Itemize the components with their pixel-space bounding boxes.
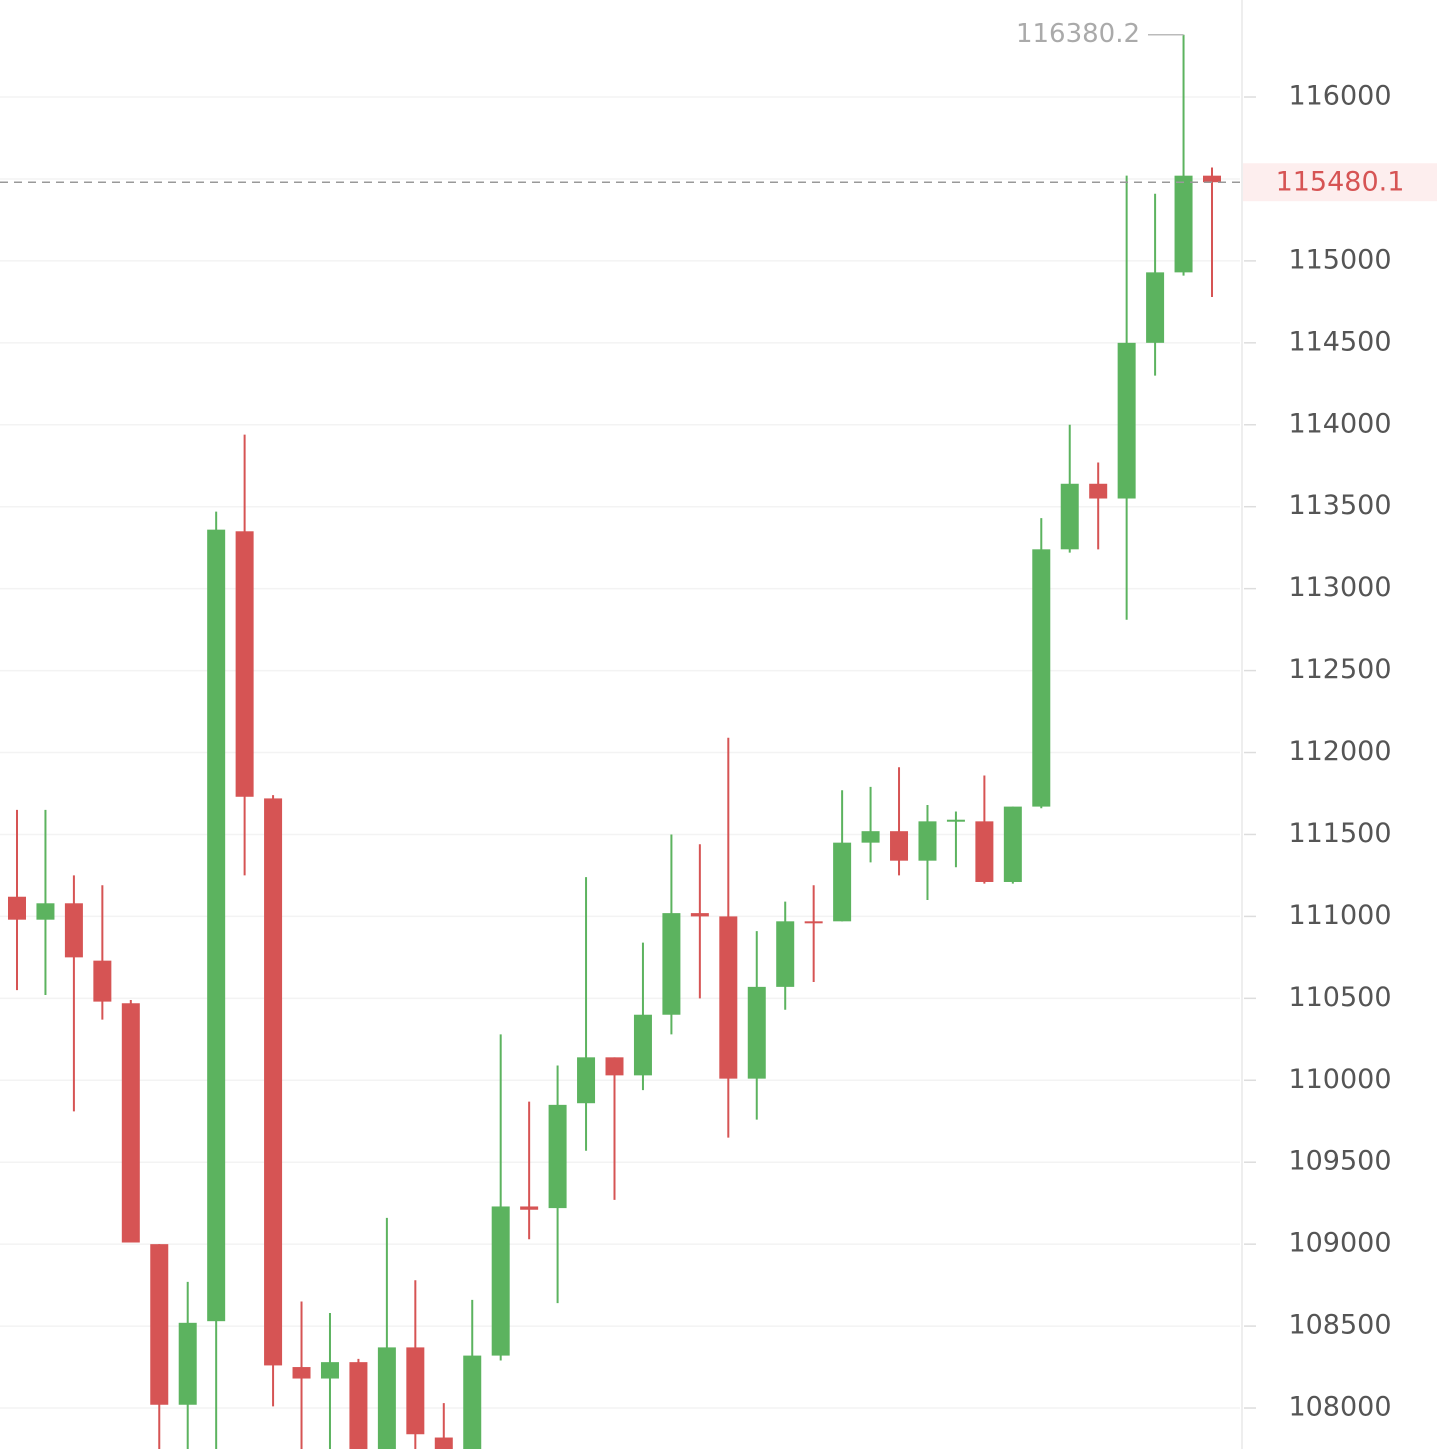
candles: [8, 34, 1221, 1449]
candle-body: [633, 1014, 652, 1076]
candle-body: [605, 1057, 624, 1076]
y-tick-label: 108500: [1288, 1310, 1391, 1341]
y-tick-label: 110000: [1288, 1064, 1391, 1095]
candle-body: [64, 903, 83, 958]
y-tick-label: 112500: [1288, 654, 1391, 685]
candle-body: [946, 819, 965, 822]
candle-body: [861, 831, 880, 843]
candle-body: [320, 1362, 339, 1379]
candle-body: [235, 531, 254, 797]
candle-body: [434, 1437, 453, 1449]
candle-body: [833, 842, 852, 922]
y-tick-label: 108000: [1288, 1392, 1391, 1423]
candle-body: [1146, 272, 1165, 343]
candle-body: [292, 1367, 311, 1379]
candle-body: [1117, 342, 1136, 499]
y-tick-label: 111000: [1288, 900, 1391, 931]
y-tick-label: 114000: [1288, 408, 1391, 439]
candle-body: [520, 1206, 539, 1210]
candle-body: [719, 916, 738, 1079]
y-tick-label: 115000: [1288, 244, 1391, 275]
candle-body: [264, 798, 283, 1366]
high-label: 116380.2: [1016, 19, 1140, 49]
candle-body: [1174, 175, 1193, 273]
candle-body: [121, 1003, 140, 1243]
candle-body: [1032, 549, 1051, 807]
overlay: 116380.2 115480.1: [0, 19, 1437, 202]
candle-body: [93, 960, 112, 1002]
last-price-label: 115480.1: [1276, 167, 1405, 198]
y-tick-label: 113000: [1288, 572, 1391, 603]
candle-body: [1003, 806, 1022, 882]
candle-body: [747, 986, 766, 1079]
y-tick-label: 109500: [1288, 1146, 1391, 1177]
y-tick-label: 110500: [1288, 982, 1391, 1013]
candle-body: [804, 921, 823, 924]
candle-body: [662, 913, 681, 1015]
y-tick-label: 113500: [1288, 490, 1391, 521]
candle-body: [349, 1362, 368, 1449]
candle-body: [1089, 483, 1108, 499]
candle-body: [975, 821, 994, 882]
candle-body: [1203, 175, 1221, 183]
candle-body: [463, 1355, 482, 1449]
candle-body: [178, 1322, 197, 1405]
y-tick-label: 111500: [1288, 818, 1391, 849]
candle-body: [1060, 483, 1079, 550]
candle-body: [890, 831, 909, 861]
candle-body: [548, 1104, 567, 1209]
candle-body: [406, 1347, 425, 1435]
candle-body: [577, 1057, 596, 1104]
candle-body: [36, 903, 55, 920]
candle-body: [377, 1347, 396, 1449]
candle-body: [776, 921, 795, 987]
y-tick-label: 112000: [1288, 736, 1391, 767]
y-tick-label: 109000: [1288, 1228, 1391, 1259]
candle-body: [150, 1244, 169, 1405]
candle-body: [207, 529, 226, 1322]
candle-body: [690, 913, 709, 917]
candle-body: [8, 896, 26, 920]
y-tick-label: 114500: [1288, 326, 1391, 357]
y-tick-label: 116000: [1288, 81, 1391, 112]
last-price-tag: [1243, 163, 1437, 202]
candle-body: [918, 821, 937, 861]
candle-body: [491, 1206, 510, 1356]
